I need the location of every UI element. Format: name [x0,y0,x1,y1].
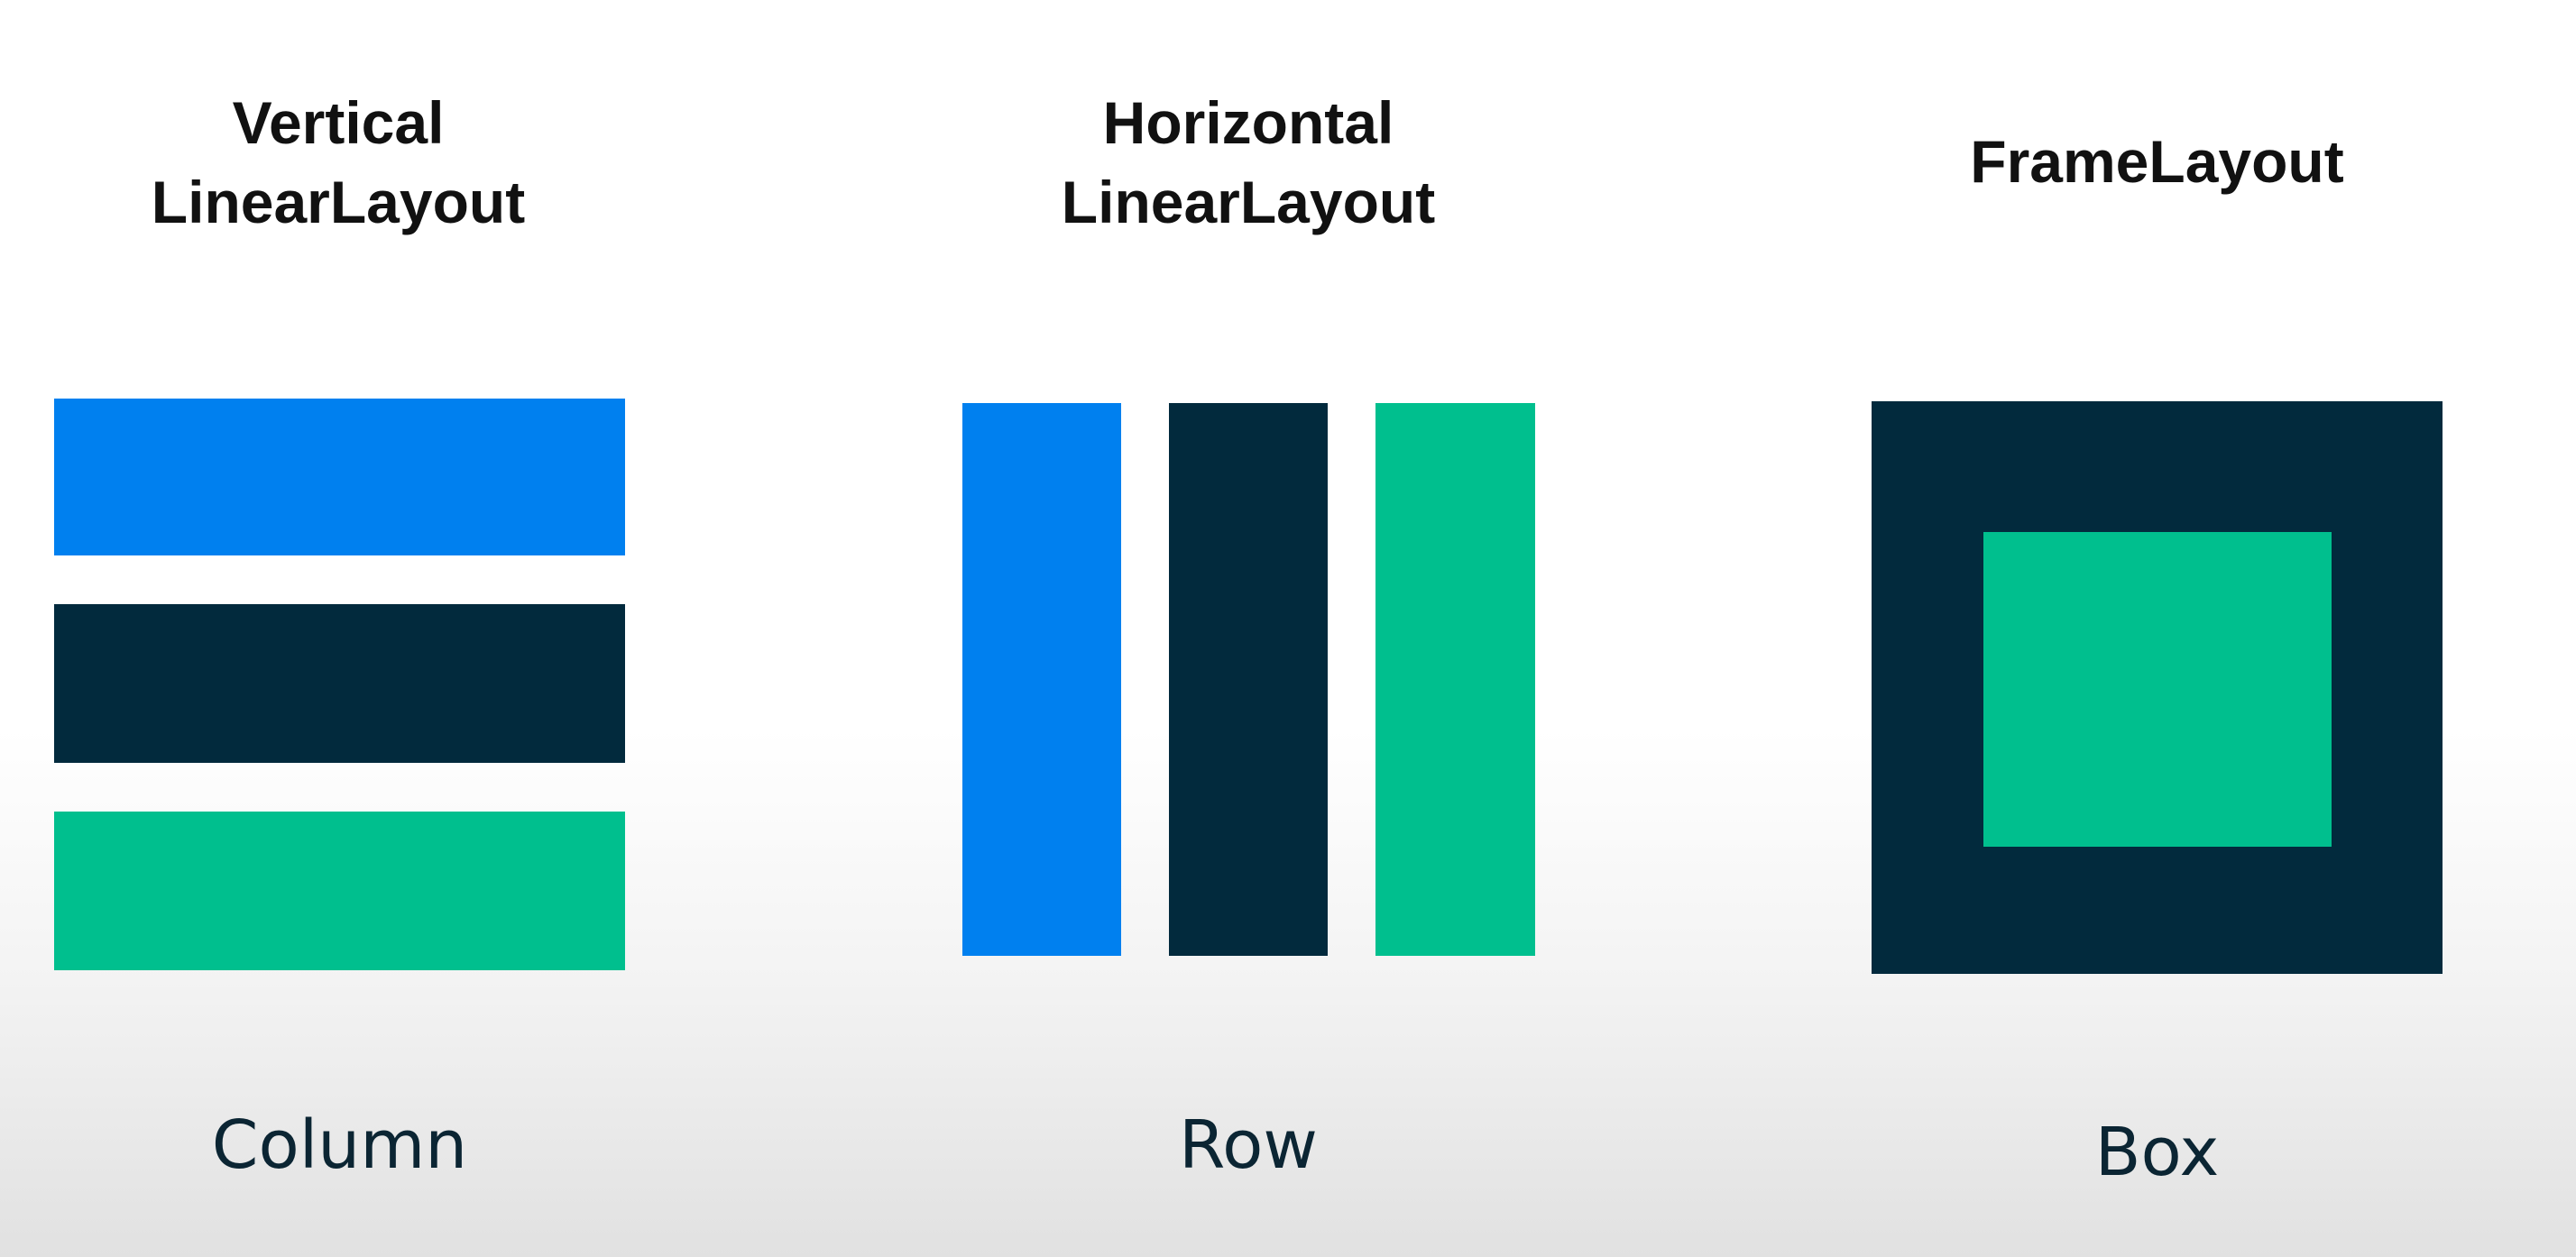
panel-title-vertical-linearlayout: Vertical LinearLayout [151,89,526,235]
row-block-blue [962,403,1121,956]
column-block-navy [54,604,625,763]
panel-title-horizontal-linearlayout: Horizontal LinearLayout [1061,89,1436,235]
column-block-green [54,812,625,970]
box-inner-green [1983,532,2332,847]
panel-caption-box: Box [2094,1114,2220,1191]
panel-caption-column: Column [211,1106,468,1184]
panel-title-framelayout: FrameLayout [1970,128,2344,195]
row-block-green [1375,403,1535,956]
panel-caption-row: Row [1179,1106,1318,1184]
column-block-blue [54,399,625,555]
box-outer-navy [1872,401,2443,974]
row-block-navy [1169,403,1328,956]
